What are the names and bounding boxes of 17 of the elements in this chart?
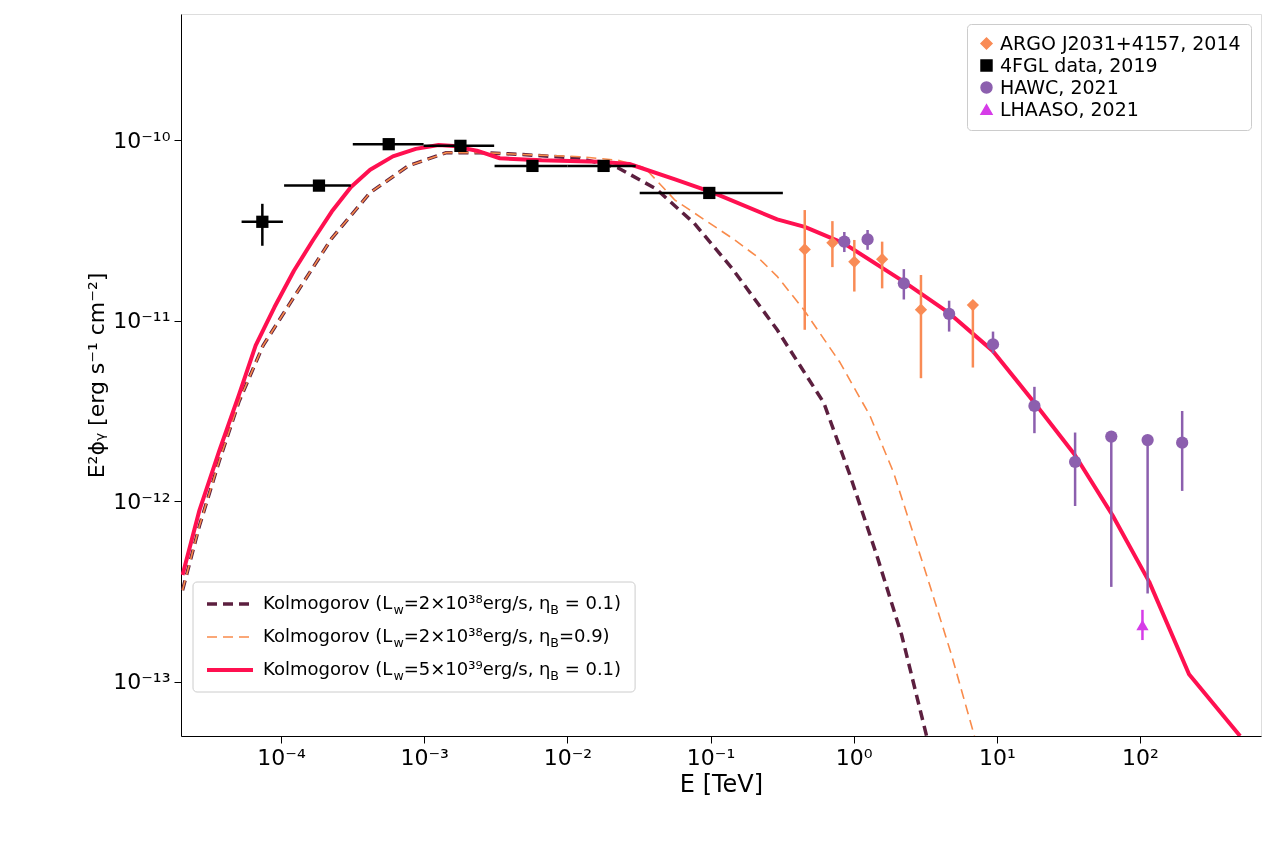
y-tick-label: 10⁻¹³ — [113, 669, 171, 695]
x-tick-label: 10⁻³ — [400, 744, 449, 770]
x-tick-label: 10⁰ — [835, 744, 873, 770]
x-tick-label: 10⁻² — [543, 744, 593, 770]
y-axis-title: E²ϕᵧ [erg s⁻¹ cm⁻²] — [84, 272, 110, 479]
y-tick-label: 10⁻¹⁰ — [113, 127, 171, 153]
legend-label: HAWC, 2021 — [1000, 75, 1119, 98]
legend-label: LHAASO, 2021 — [1000, 97, 1139, 120]
y-tick-label: 10⁻¹² — [113, 488, 171, 514]
x-tick-label: 10⁻⁴ — [257, 744, 306, 770]
y-tick-label: 10⁻¹¹ — [113, 308, 171, 334]
legend-label: ARGO J2031+4157, 2014 — [1000, 31, 1241, 54]
x-tick-label: 10² — [1122, 744, 1159, 770]
x-axis-title: E [TeV] — [679, 769, 764, 798]
legend-label: 4FGL data, 2019 — [1000, 53, 1158, 76]
x-tick-label: 10⁻¹ — [686, 744, 736, 770]
x-tick-label: 10¹ — [978, 744, 1016, 770]
